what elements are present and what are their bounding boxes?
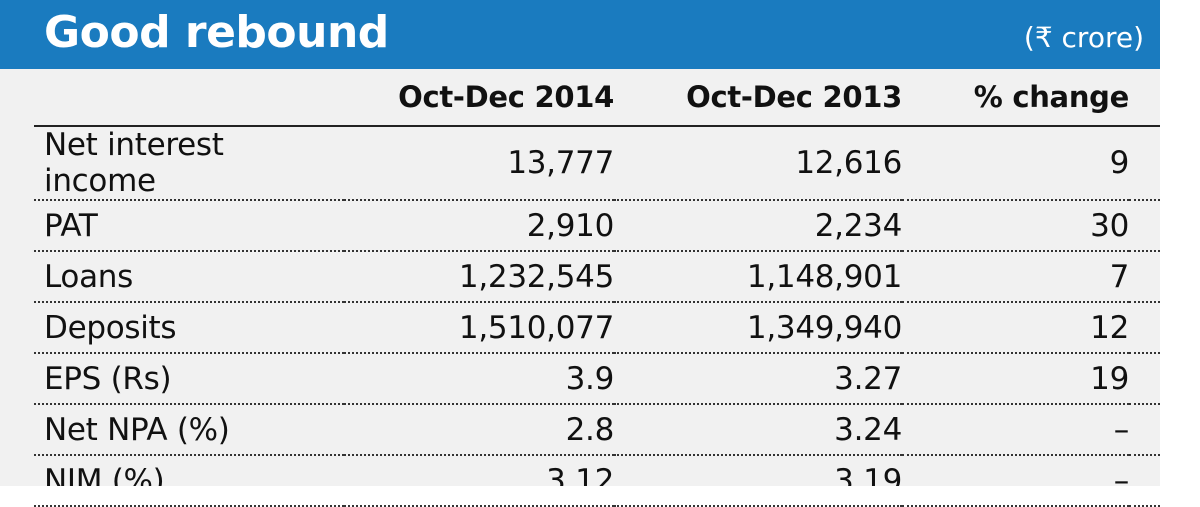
cell-oct-dec-2013: 3.19: [614, 455, 902, 507]
table-row: Net interest income 13,777 12,616 9: [34, 126, 1160, 201]
unit-label: (₹ crore): [1023, 21, 1144, 54]
cell-oct-dec-2014: 1,232,545: [344, 251, 614, 303]
table-row: PAT 2,910 2,234 30: [34, 200, 1160, 252]
table-header-row: Oct-Dec 2014 Oct-Dec 2013 % change: [34, 69, 1160, 127]
column-header-oct-dec-2014: Oct-Dec 2014: [344, 69, 614, 127]
row-label: PAT: [34, 200, 344, 252]
cell-oct-dec-2014: 1,510,077: [344, 302, 614, 354]
cell-pct-change: 12: [902, 302, 1129, 354]
column-header-pct-change: % change: [902, 69, 1129, 127]
table-row: Net NPA (%) 2.8 3.24 –: [34, 404, 1160, 456]
row-label: NIM (%): [34, 455, 344, 507]
cell-pct-change: –: [902, 455, 1129, 507]
cell-oct-dec-2014: 3.12: [344, 455, 614, 507]
cell-pct-change: 19: [902, 353, 1129, 405]
bottom-margin: [0, 486, 1160, 497]
table-row: Deposits 1,510,077 1,349,940 12: [34, 302, 1160, 354]
cell-spacer: [1129, 200, 1160, 252]
results-table: Oct-Dec 2014 Oct-Dec 2013 % change Net i…: [34, 69, 1160, 507]
cell-spacer: [1129, 455, 1160, 507]
cell-oct-dec-2014: 2,910: [344, 200, 614, 252]
table-row: Loans 1,232,545 1,148,901 7: [34, 251, 1160, 303]
cell-spacer: [1129, 251, 1160, 303]
cell-oct-dec-2013: 1,349,940: [614, 302, 902, 354]
table-row: EPS (Rs) 3.9 3.27 19: [34, 353, 1160, 405]
column-header-label: [34, 69, 344, 127]
cell-spacer: [1129, 404, 1160, 456]
row-label: EPS (Rs): [34, 353, 344, 405]
cell-oct-dec-2013: 12,616: [614, 126, 902, 201]
cell-oct-dec-2014: 13,777: [344, 126, 614, 201]
cell-oct-dec-2014: 3.9: [344, 353, 614, 405]
table-row: NIM (%) 3.12 3.19 –: [34, 455, 1160, 507]
cell-oct-dec-2013: 2,234: [614, 200, 902, 252]
cell-oct-dec-2014: 2.8: [344, 404, 614, 456]
cell-spacer: [1129, 126, 1160, 201]
title-bar: Good rebound (₹ crore): [0, 0, 1160, 69]
table-title: Good rebound: [44, 7, 389, 58]
cell-pct-change: –: [902, 404, 1129, 456]
row-label: Loans: [34, 251, 344, 303]
column-header-spacer: [1129, 69, 1160, 127]
cell-spacer: [1129, 302, 1160, 354]
cell-oct-dec-2013: 1,148,901: [614, 251, 902, 303]
cell-spacer: [1129, 353, 1160, 405]
row-label: Net interest income: [34, 126, 344, 201]
row-label: Deposits: [34, 302, 344, 354]
cell-pct-change: 9: [902, 126, 1129, 201]
cell-oct-dec-2013: 3.27: [614, 353, 902, 405]
cell-oct-dec-2013: 3.24: [614, 404, 902, 456]
right-margin: [1160, 0, 1200, 497]
cell-pct-change: 7: [902, 251, 1129, 303]
column-header-oct-dec-2013: Oct-Dec 2013: [614, 69, 902, 127]
row-label: Net NPA (%): [34, 404, 344, 456]
cell-pct-change: 30: [902, 200, 1129, 252]
